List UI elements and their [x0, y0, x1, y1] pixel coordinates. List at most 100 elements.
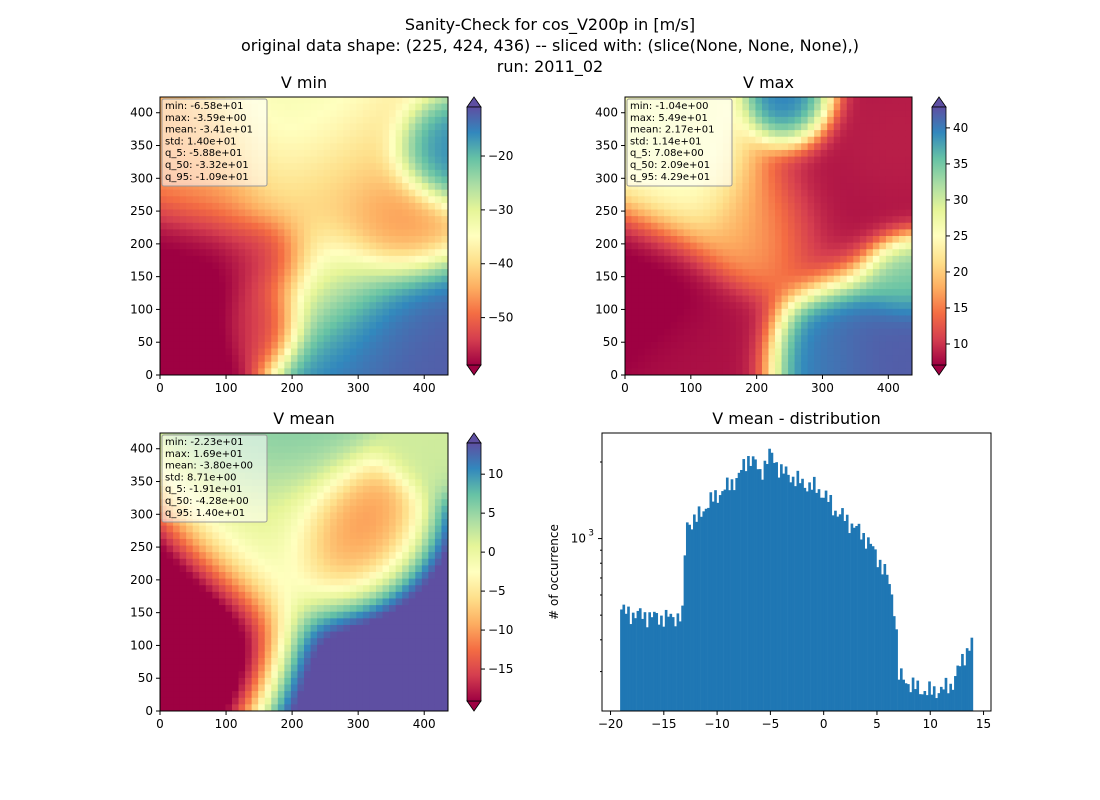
heatmap-cell [781, 288, 789, 297]
heatmap-cell [199, 269, 207, 277]
heatmap-cell [212, 704, 220, 711]
heatmap-cell [264, 697, 272, 705]
heatmap-cell [245, 611, 253, 619]
heatmap-cell [290, 136, 299, 144]
heatmap-cell [232, 183, 240, 191]
heatmap-cell [304, 355, 312, 363]
heatmap-cell [807, 262, 815, 270]
heatmap-cell [664, 196, 672, 204]
heatmap-cell [376, 255, 384, 264]
heatmap-cell [859, 156, 867, 164]
heatmap-cell [264, 466, 272, 474]
heatmap-cell [768, 169, 776, 178]
heatmap-cell [277, 519, 285, 527]
heatmap-cell [277, 202, 285, 211]
heatmap-cell [389, 308, 397, 317]
heatmap-cell [434, 97, 443, 105]
heatmap-cell [814, 176, 822, 184]
heatmap-cell [807, 116, 815, 125]
heatmap-cell [225, 189, 233, 197]
heatmap-cell [356, 368, 364, 375]
heatmap-cell [186, 671, 194, 679]
heatmap-cell [277, 591, 285, 600]
heatmap-cell [336, 446, 344, 454]
heatmap-cell [905, 222, 912, 230]
y-tick-label: 250 [130, 204, 153, 218]
heatmap-cell [644, 302, 652, 310]
heatmap-cell [323, 466, 331, 474]
heatmap-cell [441, 189, 448, 197]
heatmap-cell [690, 361, 698, 369]
heatmap-cell [434, 123, 443, 131]
heatmap-cell [284, 459, 292, 467]
heatmap-cell [428, 335, 436, 343]
heatmap-cell [859, 123, 867, 131]
heatmap-cell [820, 196, 828, 204]
heatmap-cell [683, 255, 691, 264]
heatmap-cell [369, 295, 377, 303]
heatmap-cell [356, 176, 364, 184]
heatmap-cell [755, 302, 763, 310]
heatmap-cell [343, 262, 351, 270]
heatmap-cell [199, 598, 207, 606]
heatmap-cell [885, 176, 894, 184]
heatmap-cell [218, 578, 227, 586]
heatmap-cell [369, 275, 377, 283]
heatmap-cell [683, 355, 691, 363]
heatmap-cell [761, 348, 770, 356]
heatmap-cell [885, 282, 894, 290]
heatmap-cell [389, 368, 397, 375]
heatmap-cell [245, 295, 253, 303]
heatmap-cell [284, 439, 292, 447]
heatmap-cell [761, 143, 770, 151]
heatmap-cell [271, 103, 279, 111]
heatmap-cell [898, 97, 907, 105]
heatmap-cell [853, 328, 861, 336]
heatmap-cell [382, 275, 390, 283]
heatmap-cell [166, 335, 174, 343]
heatmap-cell [794, 136, 802, 144]
heatmap-cell [264, 644, 272, 653]
heatmap-cell [317, 196, 325, 204]
heatmap-cell [362, 196, 371, 204]
heatmap-cell [166, 684, 174, 692]
heatmap-cell [742, 169, 750, 178]
heatmap-cell [885, 202, 894, 211]
heatmap-cell [761, 130, 770, 138]
heatmap-cell [801, 288, 809, 297]
heatmap-cell [160, 196, 168, 204]
heatmap-cell [290, 572, 299, 580]
heatmap-cell [343, 479, 351, 487]
heatmap-cell [284, 355, 292, 363]
heatmap-cell [218, 545, 227, 553]
heatmap-cell [297, 472, 305, 480]
heatmap-cell [323, 691, 331, 699]
heatmap-cell [703, 222, 711, 230]
heatmap-cell [323, 229, 331, 237]
heatmap-cell [866, 229, 874, 237]
heatmap-cell [434, 368, 443, 375]
heatmap-cell [402, 176, 410, 184]
heatmap-cell [225, 275, 233, 283]
heatmap-cell [186, 236, 194, 244]
heatmap-cell [644, 202, 652, 211]
heatmap-cell [179, 315, 187, 323]
heatmap-cell [310, 196, 318, 204]
heatmap-cell [284, 697, 292, 705]
heatmap-cell [323, 149, 331, 158]
heatmap-cell [748, 229, 757, 237]
heatmap-cell [638, 308, 646, 317]
heatmap-cell [820, 97, 828, 105]
heatmap-cell [415, 183, 423, 191]
heatmap-cell [290, 505, 299, 514]
heatmap-cell [284, 466, 292, 474]
heatmap-cell [166, 578, 174, 586]
heatmap-cell [389, 183, 397, 191]
heatmap-cell [421, 302, 429, 310]
heatmap-cell [362, 222, 371, 230]
heatmap-cell [625, 275, 633, 283]
heatmap-cell [271, 196, 279, 204]
heatmap-cell [218, 664, 227, 672]
heatmap-cell [277, 156, 285, 164]
heatmap-cell [330, 519, 338, 527]
